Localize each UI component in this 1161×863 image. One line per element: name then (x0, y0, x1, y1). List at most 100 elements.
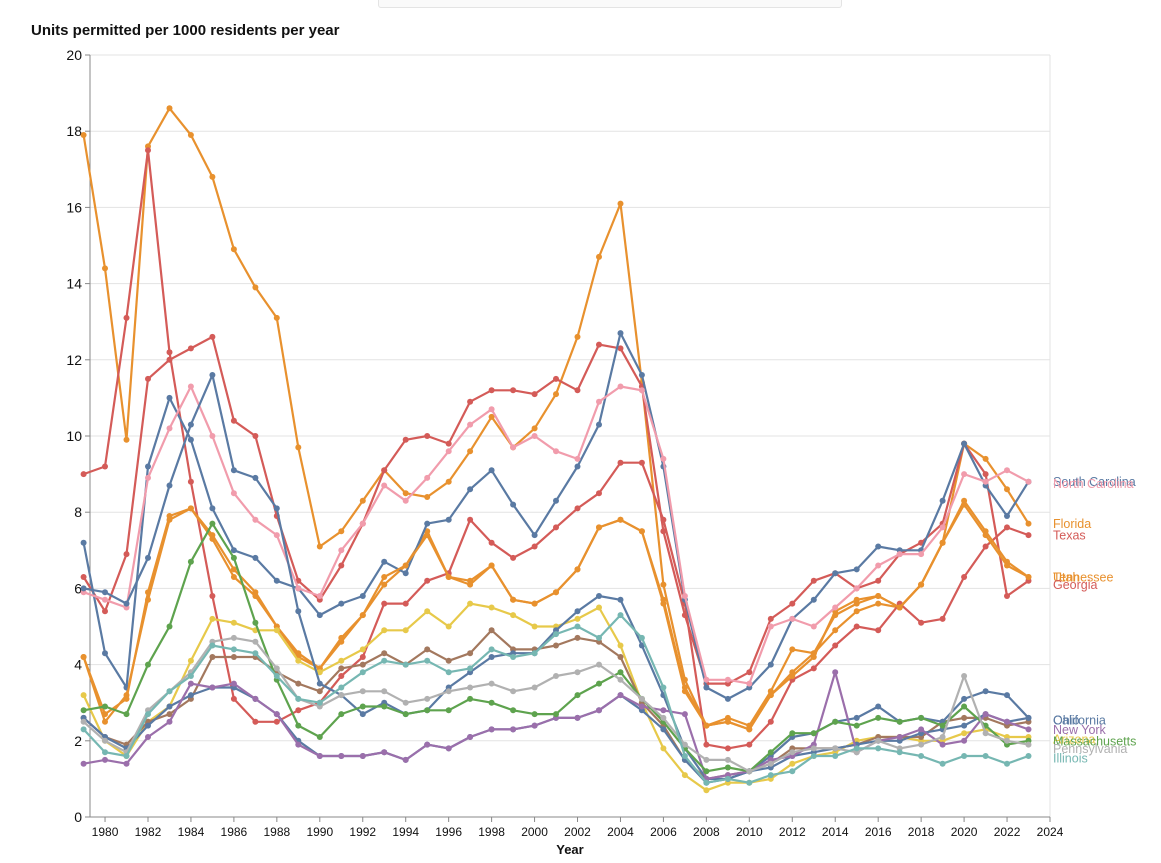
data-point (488, 539, 495, 546)
data-point (230, 490, 237, 497)
data-point (187, 680, 194, 687)
data-point (724, 695, 731, 702)
x-tick-label: 1984 (178, 825, 205, 839)
series-line-ohio (82, 686, 1029, 784)
data-point (617, 692, 624, 699)
data-point (574, 387, 581, 394)
data-point (316, 688, 323, 695)
data-point (510, 612, 517, 619)
data-point (209, 654, 216, 660)
x-tick-label: 2008 (693, 825, 720, 839)
data-point (875, 543, 882, 550)
end-label-arizona: Arizona (1053, 732, 1095, 746)
data-point (209, 372, 216, 378)
data-point (273, 627, 280, 634)
data-point (617, 676, 624, 683)
data-point (746, 726, 753, 733)
end-label-north-carolina: North Carolina (1053, 477, 1134, 491)
data-point (638, 459, 645, 466)
data-point (638, 703, 645, 710)
data-point (445, 688, 452, 695)
data-point (1004, 593, 1010, 599)
data-point (187, 673, 194, 679)
x-tick-label: 2010 (736, 825, 763, 839)
end-label-florida: Florida (1053, 517, 1091, 531)
data-point (810, 596, 817, 603)
data-point (338, 684, 345, 691)
data-point (402, 627, 409, 634)
data-point (553, 524, 559, 531)
data-point (510, 554, 517, 561)
data-point (574, 463, 581, 470)
x-tick-label: 2006 (650, 825, 677, 839)
data-point (295, 608, 302, 615)
data-point (810, 623, 817, 630)
data-point (488, 699, 495, 706)
data-point (359, 646, 366, 653)
data-point (767, 615, 774, 622)
data-point (424, 433, 431, 439)
end-label-ohio: Ohio (1053, 713, 1079, 727)
data-point (102, 608, 108, 615)
data-point (982, 471, 989, 478)
data-point (424, 577, 431, 584)
data-point (338, 692, 345, 699)
y-tick-label: 0 (74, 809, 82, 825)
data-point (381, 467, 388, 474)
data-point (810, 650, 817, 657)
data-point (939, 722, 946, 729)
data-point (80, 132, 87, 138)
data-point (1004, 562, 1010, 569)
data-point (359, 669, 366, 676)
data-point (166, 513, 173, 519)
data-point (789, 730, 796, 737)
data-point (187, 436, 194, 443)
data-point (316, 680, 323, 687)
data-point (252, 284, 259, 291)
data-point (574, 505, 581, 512)
data-point (767, 749, 774, 756)
data-point (853, 566, 860, 573)
data-point (810, 745, 817, 752)
data-point (832, 745, 839, 752)
data-point (381, 600, 388, 607)
data-point (295, 695, 302, 702)
data-point (123, 551, 130, 558)
data-point (467, 421, 474, 428)
data-point (488, 604, 495, 611)
data-point (660, 596, 667, 603)
data-point (531, 684, 538, 691)
data-point (145, 554, 151, 561)
data-point (445, 478, 452, 485)
data-point (316, 734, 323, 740)
data-point (703, 722, 710, 729)
data-point (875, 737, 882, 744)
end-label-georgia: Georgia (1053, 578, 1098, 592)
data-point (359, 688, 366, 695)
data-point (209, 433, 216, 439)
data-point (316, 612, 323, 619)
data-point (166, 105, 173, 112)
end-label-illinois: Illinois (1053, 751, 1088, 765)
data-point (961, 574, 968, 580)
data-point (123, 695, 130, 702)
data-point (596, 490, 602, 497)
data-point (746, 779, 753, 786)
data-point (875, 600, 882, 607)
data-point (724, 764, 731, 771)
series-line-utah (82, 503, 1030, 731)
data-point (488, 646, 495, 653)
data-point (767, 661, 774, 668)
data-point (230, 554, 237, 561)
data-point (295, 650, 302, 657)
data-point (166, 356, 173, 363)
data-point (596, 661, 602, 668)
data-point (703, 779, 710, 786)
y-tick-label: 12 (66, 352, 82, 368)
data-point (488, 467, 495, 474)
x-tick-label: 2022 (994, 825, 1021, 839)
data-point (918, 714, 925, 721)
x-tick-label: 2020 (951, 825, 978, 839)
data-point (961, 703, 968, 710)
data-point (488, 627, 495, 634)
